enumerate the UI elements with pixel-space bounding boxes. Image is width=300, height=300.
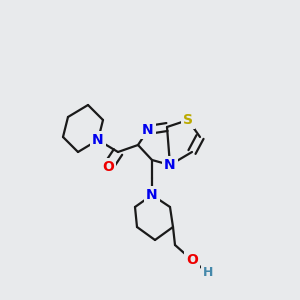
- Text: N: N: [146, 188, 158, 202]
- Text: O: O: [186, 253, 198, 267]
- Text: N: N: [164, 158, 176, 172]
- Text: S: S: [183, 113, 193, 127]
- Text: H: H: [203, 266, 213, 280]
- Text: O: O: [102, 160, 114, 174]
- Text: N: N: [142, 123, 154, 137]
- Text: N: N: [92, 133, 104, 147]
